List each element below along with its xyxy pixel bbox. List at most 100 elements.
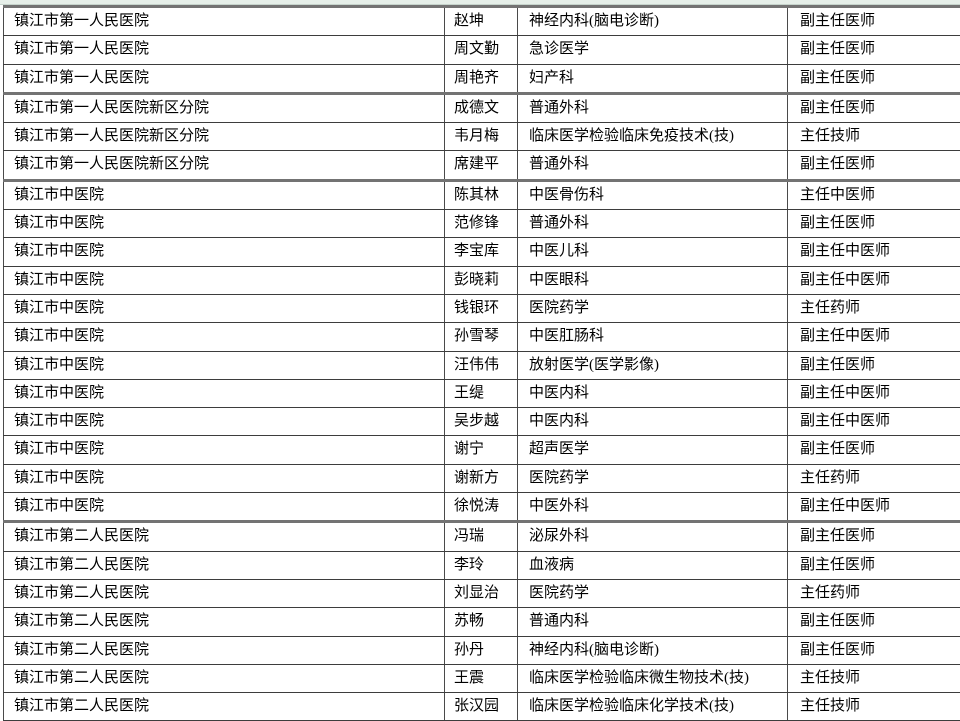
table-row: 镇江市中医院 李宝库 中医儿科 副主任中医师 [3, 237, 960, 267]
cell-title: 副主任中医师 [787, 322, 960, 352]
cell-title: 副主任中医师 [787, 492, 960, 523]
table-row: 镇江市中医院 钱银环 医院药学 主任药师 [3, 294, 960, 324]
table-row: 镇江市第一人民医院 赵坤 神经内科(脑电诊断) 副主任医师 [3, 4, 960, 37]
table-row: 镇江市第二人民医院 刘显治 医院药学 主任药师 [3, 579, 960, 609]
cell-hospital: 镇江市第二人民医院 [3, 692, 445, 721]
cell-department: 中医骨伤科 [517, 178, 788, 211]
cell-department: 普通外科 [517, 209, 788, 239]
table-row: 镇江市第二人民医院 王震 临床医学检验临床微生物技术(技) 主任技师 [3, 664, 960, 694]
table-row: 镇江市第一人民医院 周文勤 急诊医学 副主任医师 [3, 35, 960, 65]
table-row: 镇江市第二人民医院 李玲 血液病 副主任医师 [3, 551, 960, 580]
table-row: 镇江市中医院 范修锋 普通外科 副主任医师 [3, 209, 960, 239]
cell-department: 神经内科(脑电诊断) [517, 4, 788, 37]
cell-department: 血液病 [517, 551, 788, 580]
cell-hospital: 镇江市中医院 [3, 237, 445, 267]
cell-department: 中医眼科 [517, 266, 788, 295]
cell-hospital: 镇江市第二人民医院 [3, 636, 445, 665]
cell-department: 放射医学(医学影像) [517, 351, 788, 380]
cell-name: 陈其林 [444, 178, 518, 211]
cell-hospital: 镇江市第二人民医院 [3, 664, 445, 694]
cell-name: 席建平 [444, 150, 518, 181]
doctors-table: 镇江市第一人民医院 赵坤 神经内科(脑电诊断) 副主任医师 镇江市第一人民医院 周文勤 急诊… [3, 4, 960, 721]
cell-name: 李玲 [444, 551, 518, 580]
cell-department: 中医内科 [517, 379, 788, 409]
cell-hospital: 镇江市第一人民医院 [3, 35, 445, 65]
cell-title: 主任技师 [787, 692, 960, 721]
cell-title: 副主任医师 [787, 64, 960, 94]
cell-hospital: 镇江市第二人民医院 [3, 579, 445, 609]
cell-department: 泌尿外科 [517, 520, 788, 552]
cell-name: 汪伟伟 [444, 351, 518, 380]
cell-hospital: 镇江市第一人民医院 [3, 4, 445, 37]
cell-title: 主任技师 [787, 122, 960, 152]
table-row: 镇江市中医院 吴步越 中医内科 副主任中医师 [3, 407, 960, 437]
table-row: 镇江市中医院 孙雪琴 中医肛肠科 副主任中医师 [3, 322, 960, 352]
cell-hospital: 镇江市第二人民医院 [3, 607, 445, 637]
cell-name: 孙丹 [444, 636, 518, 665]
table-row: 镇江市第一人民医院新区分院 席建平 普通外科 副主任医师 [3, 150, 960, 181]
cell-hospital: 镇江市中医院 [3, 209, 445, 239]
table-row: 镇江市中医院 汪伟伟 放射医学(医学影像) 副主任医师 [3, 351, 960, 380]
cell-title: 主任药师 [787, 294, 960, 324]
cell-title: 副主任中医师 [787, 266, 960, 295]
cell-hospital: 镇江市第一人民医院新区分院 [3, 122, 445, 152]
cell-hospital: 镇江市中医院 [3, 178, 445, 211]
cell-title: 副主任中医师 [787, 237, 960, 267]
cell-name: 谢宁 [444, 435, 518, 465]
table-row: 镇江市中医院 谢新方 医院药学 主任药师 [3, 464, 960, 494]
cell-title: 副主任医师 [787, 607, 960, 637]
cell-department: 临床医学检验临床免疫技术(技) [517, 122, 788, 152]
cell-department: 中医儿科 [517, 237, 788, 267]
table-row: 镇江市第一人民医院 周艳齐 妇产科 副主任医师 [3, 64, 960, 94]
cell-title: 副主任医师 [787, 91, 960, 124]
cell-title: 主任技师 [787, 664, 960, 694]
cell-name: 彭晓莉 [444, 266, 518, 295]
table-row: 镇江市中医院 王缇 中医内科 副主任中医师 [3, 379, 960, 409]
cell-department: 中医肛肠科 [517, 322, 788, 352]
table-row: 镇江市第一人民医院新区分院 韦月梅 临床医学检验临床免疫技术(技) 主任技师 [3, 122, 960, 152]
table-row: 镇江市第二人民医院 冯瑞 泌尿外科 副主任医师 [3, 520, 960, 552]
cell-title: 副主任医师 [787, 351, 960, 380]
table-row: 镇江市第二人民医院 张汉园 临床医学检验临床化学技术(技) 主任技师 [3, 692, 960, 721]
cell-hospital: 镇江市中医院 [3, 379, 445, 409]
cell-department: 普通内科 [517, 607, 788, 637]
cell-name: 韦月梅 [444, 122, 518, 152]
table-row: 镇江市第二人民医院 孙丹 神经内科(脑电诊断) 副主任医师 [3, 636, 960, 665]
cell-name: 谢新方 [444, 464, 518, 494]
cell-department: 临床医学检验临床微生物技术(技) [517, 664, 788, 694]
cell-name: 成德文 [444, 91, 518, 124]
cell-name: 钱银环 [444, 294, 518, 324]
cell-name: 徐悦涛 [444, 492, 518, 523]
table-row: 镇江市第一人民医院新区分院 成德文 普通外科 副主任医师 [3, 91, 960, 124]
cell-title: 主任药师 [787, 464, 960, 494]
table-row: 镇江市中医院 徐悦涛 中医外科 副主任中医师 [3, 492, 960, 523]
cell-name: 苏畅 [444, 607, 518, 637]
cell-name: 王缇 [444, 379, 518, 409]
table-row: 镇江市中医院 陈其林 中医骨伤科 主任中医师 [3, 178, 960, 211]
cell-hospital: 镇江市中医院 [3, 407, 445, 437]
cell-hospital: 镇江市中医院 [3, 266, 445, 295]
cell-hospital: 镇江市第二人民医院 [3, 551, 445, 580]
cell-title: 副主任医师 [787, 4, 960, 37]
table-row: 镇江市中医院 谢宁 超声医学 副主任医师 [3, 435, 960, 465]
cell-title: 主任药师 [787, 579, 960, 609]
cell-name: 王震 [444, 664, 518, 694]
table-row: 镇江市中医院 彭晓莉 中医眼科 副主任中医师 [3, 266, 960, 295]
cell-department: 神经内科(脑电诊断) [517, 636, 788, 665]
table-row: 镇江市第二人民医院 苏畅 普通内科 副主任医师 [3, 607, 960, 637]
cell-title: 主任中医师 [787, 178, 960, 211]
cell-name: 孙雪琴 [444, 322, 518, 352]
cell-department: 急诊医学 [517, 35, 788, 65]
cell-department: 临床医学检验临床化学技术(技) [517, 692, 788, 721]
cell-hospital: 镇江市第一人民医院新区分院 [3, 91, 445, 124]
cell-title: 副主任中医师 [787, 379, 960, 409]
top-strip [0, 0, 960, 5]
cell-department: 超声医学 [517, 435, 788, 465]
cell-hospital: 镇江市中医院 [3, 492, 445, 523]
cell-hospital: 镇江市中医院 [3, 464, 445, 494]
cell-title: 副主任医师 [787, 636, 960, 665]
cell-hospital: 镇江市第一人民医院新区分院 [3, 150, 445, 181]
cell-hospital: 镇江市中医院 [3, 351, 445, 380]
cell-name: 吴步越 [444, 407, 518, 437]
cell-name: 赵坤 [444, 4, 518, 37]
